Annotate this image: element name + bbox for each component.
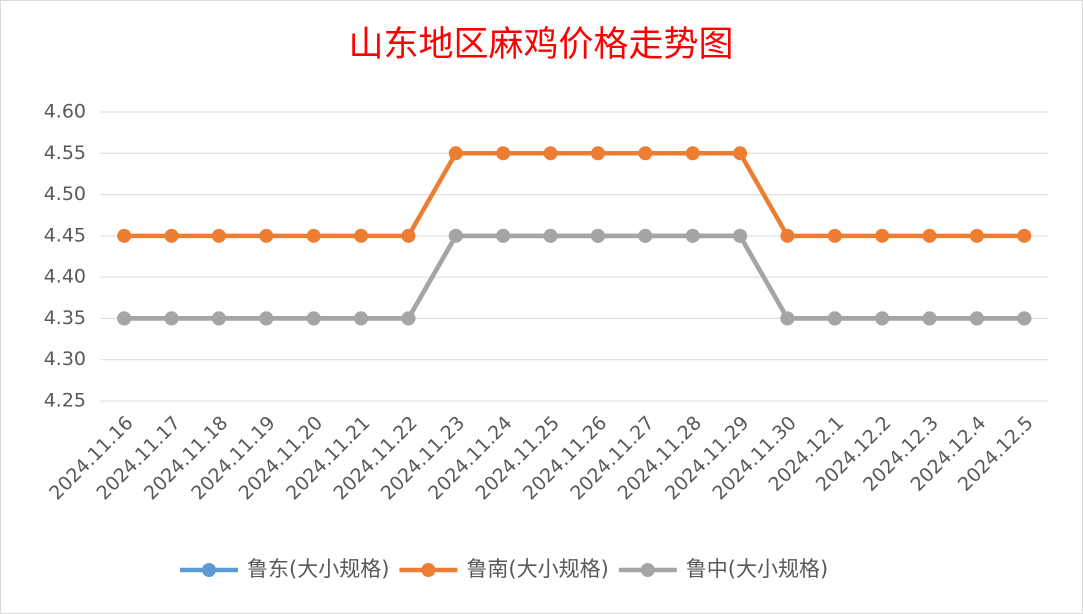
chart-title: 山东地区麻鸡价格走势图 xyxy=(348,25,733,64)
legend-swatch-marker xyxy=(421,563,436,577)
data-point xyxy=(875,228,890,243)
data-point xyxy=(259,228,274,243)
data-point xyxy=(590,228,605,243)
data-point xyxy=(496,146,511,161)
y-tick-label: 4.25 xyxy=(44,390,86,412)
data-point xyxy=(543,146,558,161)
data-point xyxy=(969,228,984,243)
y-tick-label: 4.35 xyxy=(44,307,86,329)
legend-swatch-marker xyxy=(640,563,655,577)
series-line xyxy=(124,233,1025,321)
data-point xyxy=(211,311,226,326)
series-line xyxy=(124,151,1025,239)
data-point xyxy=(543,228,558,243)
data-point xyxy=(875,311,890,326)
data-point xyxy=(401,228,416,243)
legend-label: 鲁南(大小规格) xyxy=(466,557,608,581)
y-tick-label: 4.40 xyxy=(44,266,86,288)
data-point xyxy=(780,228,795,243)
data-point xyxy=(1017,311,1032,326)
data-point xyxy=(780,311,795,326)
data-point xyxy=(259,311,274,326)
data-point xyxy=(117,311,132,326)
data-point xyxy=(590,146,605,161)
data-point xyxy=(211,228,226,243)
data-point xyxy=(685,228,700,243)
data-point xyxy=(448,146,463,161)
data-point xyxy=(922,311,937,326)
data-point xyxy=(638,228,653,243)
data-point xyxy=(827,311,842,326)
y-tick-label: 4.45 xyxy=(44,224,86,246)
data-point xyxy=(733,228,748,243)
data-point xyxy=(496,228,511,243)
data-point xyxy=(164,311,179,326)
data-point xyxy=(117,228,132,243)
data-point xyxy=(685,146,700,161)
data-point xyxy=(354,228,369,243)
data-point xyxy=(969,311,984,326)
data-point xyxy=(448,228,463,243)
data-point xyxy=(733,146,748,161)
y-tick-label: 4.50 xyxy=(44,183,86,205)
data-point xyxy=(922,228,937,243)
legend-swatch-marker xyxy=(202,563,216,577)
data-point xyxy=(401,311,416,326)
data-point xyxy=(354,311,369,326)
data-point xyxy=(164,228,179,243)
data-point xyxy=(1017,228,1032,243)
legend-label: 鲁中(大小规格) xyxy=(686,557,828,581)
data-point xyxy=(306,228,321,243)
legend-label: 鲁东(大小规格) xyxy=(247,557,389,581)
data-point xyxy=(827,228,842,243)
data-point xyxy=(306,311,321,326)
y-tick-label: 4.60 xyxy=(44,101,86,123)
data-point xyxy=(638,146,653,161)
y-tick-label: 4.55 xyxy=(44,142,86,164)
y-tick-label: 4.30 xyxy=(44,348,86,370)
